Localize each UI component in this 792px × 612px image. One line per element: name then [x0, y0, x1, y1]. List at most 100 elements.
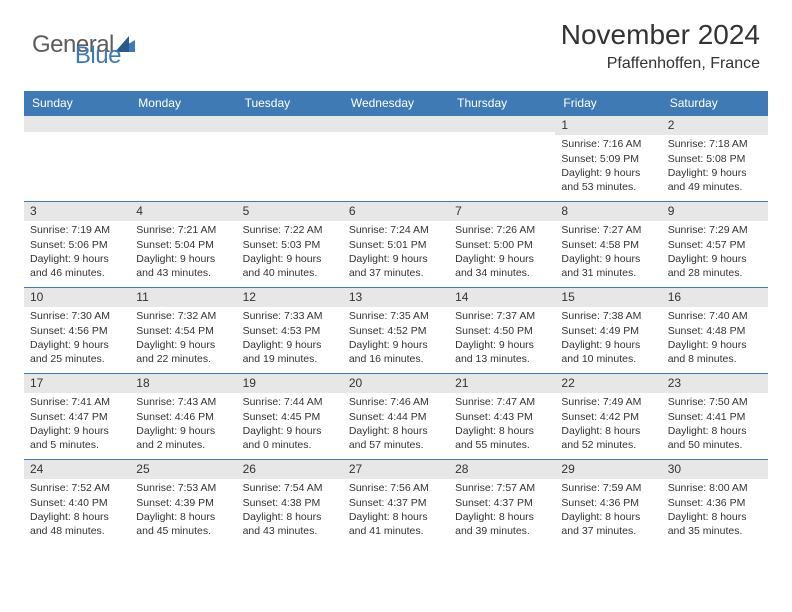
title-block: November 2024 Pfaffenhoffen, France — [561, 20, 760, 73]
day-cell: 2Sunrise: 7:18 AMSunset: 5:08 PMDaylight… — [662, 115, 768, 201]
day-cell: 10Sunrise: 7:30 AMSunset: 4:56 PMDayligh… — [24, 287, 130, 373]
daylight-text: Daylight: 9 hours and 49 minutes. — [668, 166, 762, 194]
sunset-text: Sunset: 5:03 PM — [243, 238, 337, 252]
daylight-text: Daylight: 9 hours and 22 minutes. — [136, 338, 230, 366]
day-cell: 18Sunrise: 7:43 AMSunset: 4:46 PMDayligh… — [130, 373, 236, 459]
daylight-text: Daylight: 9 hours and 10 minutes. — [561, 338, 655, 366]
day-number: 24 — [24, 460, 130, 480]
daylight-text: Daylight: 9 hours and 31 minutes. — [561, 252, 655, 280]
day-number — [449, 116, 555, 132]
sunrise-text: Sunrise: 7:40 AM — [668, 309, 762, 323]
sunset-text: Sunset: 4:37 PM — [455, 496, 549, 510]
location: Pfaffenhoffen, France — [561, 55, 760, 73]
day-text: Sunrise: 7:22 AMSunset: 5:03 PMDaylight:… — [237, 221, 343, 284]
day-number: 19 — [237, 374, 343, 394]
day-text: Sunrise: 7:40 AMSunset: 4:48 PMDaylight:… — [662, 307, 768, 370]
day-number: 6 — [343, 202, 449, 222]
day-text: Sunrise: 7:43 AMSunset: 4:46 PMDaylight:… — [130, 393, 236, 456]
day-number — [24, 116, 130, 132]
sunrise-text: Sunrise: 7:19 AM — [30, 223, 124, 237]
dayname: Friday — [555, 91, 661, 116]
daylight-text: Daylight: 8 hours and 41 minutes. — [349, 510, 443, 538]
day-text: Sunrise: 7:41 AMSunset: 4:47 PMDaylight:… — [24, 393, 130, 456]
sunrise-text: Sunrise: 7:37 AM — [455, 309, 549, 323]
day-number: 13 — [343, 288, 449, 308]
day-number: 8 — [555, 202, 661, 222]
day-number: 27 — [343, 460, 449, 480]
dayname: Sunday — [24, 91, 130, 116]
dayname-row: Sunday Monday Tuesday Wednesday Thursday… — [24, 91, 768, 116]
sunset-text: Sunset: 4:38 PM — [243, 496, 337, 510]
day-cell — [449, 115, 555, 201]
day-text: Sunrise: 7:47 AMSunset: 4:43 PMDaylight:… — [449, 393, 555, 456]
day-text: Sunrise: 7:37 AMSunset: 4:50 PMDaylight:… — [449, 307, 555, 370]
sunset-text: Sunset: 4:47 PM — [30, 410, 124, 424]
day-number: 16 — [662, 288, 768, 308]
week-row: 1Sunrise: 7:16 AMSunset: 5:09 PMDaylight… — [24, 115, 768, 201]
day-text: Sunrise: 7:50 AMSunset: 4:41 PMDaylight:… — [662, 393, 768, 456]
day-cell: 15Sunrise: 7:38 AMSunset: 4:49 PMDayligh… — [555, 287, 661, 373]
daylight-text: Daylight: 8 hours and 55 minutes. — [455, 424, 549, 452]
daylight-text: Daylight: 9 hours and 8 minutes. — [668, 338, 762, 366]
daylight-text: Daylight: 9 hours and 16 minutes. — [349, 338, 443, 366]
day-number: 9 — [662, 202, 768, 222]
sunset-text: Sunset: 5:08 PM — [668, 152, 762, 166]
day-number: 18 — [130, 374, 236, 394]
daylight-text: Daylight: 9 hours and 13 minutes. — [455, 338, 549, 366]
day-cell: 24Sunrise: 7:52 AMSunset: 4:40 PMDayligh… — [24, 459, 130, 545]
day-number: 5 — [237, 202, 343, 222]
sunset-text: Sunset: 4:36 PM — [561, 496, 655, 510]
sunrise-text: Sunrise: 7:54 AM — [243, 481, 337, 495]
day-number: 11 — [130, 288, 236, 308]
day-text: Sunrise: 7:54 AMSunset: 4:38 PMDaylight:… — [237, 479, 343, 542]
day-cell: 4Sunrise: 7:21 AMSunset: 5:04 PMDaylight… — [130, 201, 236, 287]
sunset-text: Sunset: 4:48 PM — [668, 324, 762, 338]
sunrise-text: Sunrise: 7:26 AM — [455, 223, 549, 237]
dayname: Tuesday — [237, 91, 343, 116]
daylight-text: Daylight: 8 hours and 43 minutes. — [243, 510, 337, 538]
week-row: 10Sunrise: 7:30 AMSunset: 4:56 PMDayligh… — [24, 287, 768, 373]
day-number: 26 — [237, 460, 343, 480]
day-number: 3 — [24, 202, 130, 222]
sunset-text: Sunset: 4:53 PM — [243, 324, 337, 338]
day-text: Sunrise: 7:46 AMSunset: 4:44 PMDaylight:… — [343, 393, 449, 456]
day-number: 20 — [343, 374, 449, 394]
day-cell: 11Sunrise: 7:32 AMSunset: 4:54 PMDayligh… — [130, 287, 236, 373]
dayname: Monday — [130, 91, 236, 116]
day-text: Sunrise: 7:29 AMSunset: 4:57 PMDaylight:… — [662, 221, 768, 284]
day-text: Sunrise: 7:26 AMSunset: 5:00 PMDaylight:… — [449, 221, 555, 284]
day-text: Sunrise: 7:52 AMSunset: 4:40 PMDaylight:… — [24, 479, 130, 542]
page-header: General Blue November 2024 Pfaffenhoffen… — [24, 20, 768, 81]
day-cell: 27Sunrise: 7:56 AMSunset: 4:37 PMDayligh… — [343, 459, 449, 545]
sunset-text: Sunset: 4:45 PM — [243, 410, 337, 424]
daylight-text: Daylight: 8 hours and 48 minutes. — [30, 510, 124, 538]
sunset-text: Sunset: 5:04 PM — [136, 238, 230, 252]
calendar-body: 1Sunrise: 7:16 AMSunset: 5:09 PMDaylight… — [24, 115, 768, 545]
day-number — [130, 116, 236, 132]
daylight-text: Daylight: 9 hours and 40 minutes. — [243, 252, 337, 280]
sunset-text: Sunset: 4:54 PM — [136, 324, 230, 338]
day-text: Sunrise: 7:56 AMSunset: 4:37 PMDaylight:… — [343, 479, 449, 542]
sunrise-text: Sunrise: 7:29 AM — [668, 223, 762, 237]
dayname: Thursday — [449, 91, 555, 116]
daylight-text: Daylight: 9 hours and 0 minutes. — [243, 424, 337, 452]
daylight-text: Daylight: 8 hours and 52 minutes. — [561, 424, 655, 452]
sunset-text: Sunset: 4:43 PM — [455, 410, 549, 424]
daylight-text: Daylight: 9 hours and 19 minutes. — [243, 338, 337, 366]
day-number: 10 — [24, 288, 130, 308]
sunset-text: Sunset: 4:44 PM — [349, 410, 443, 424]
sunrise-text: Sunrise: 7:27 AM — [561, 223, 655, 237]
dayname: Wednesday — [343, 91, 449, 116]
day-number: 12 — [237, 288, 343, 308]
day-cell: 5Sunrise: 7:22 AMSunset: 5:03 PMDaylight… — [237, 201, 343, 287]
daylight-text: Daylight: 9 hours and 2 minutes. — [136, 424, 230, 452]
sunset-text: Sunset: 5:09 PM — [561, 152, 655, 166]
sunset-text: Sunset: 5:00 PM — [455, 238, 549, 252]
sunrise-text: Sunrise: 7:30 AM — [30, 309, 124, 323]
sunset-text: Sunset: 4:40 PM — [30, 496, 124, 510]
daylight-text: Daylight: 9 hours and 34 minutes. — [455, 252, 549, 280]
day-text: Sunrise: 7:53 AMSunset: 4:39 PMDaylight:… — [130, 479, 236, 542]
daylight-text: Daylight: 9 hours and 53 minutes. — [561, 166, 655, 194]
sunrise-text: Sunrise: 7:59 AM — [561, 481, 655, 495]
day-cell: 17Sunrise: 7:41 AMSunset: 4:47 PMDayligh… — [24, 373, 130, 459]
